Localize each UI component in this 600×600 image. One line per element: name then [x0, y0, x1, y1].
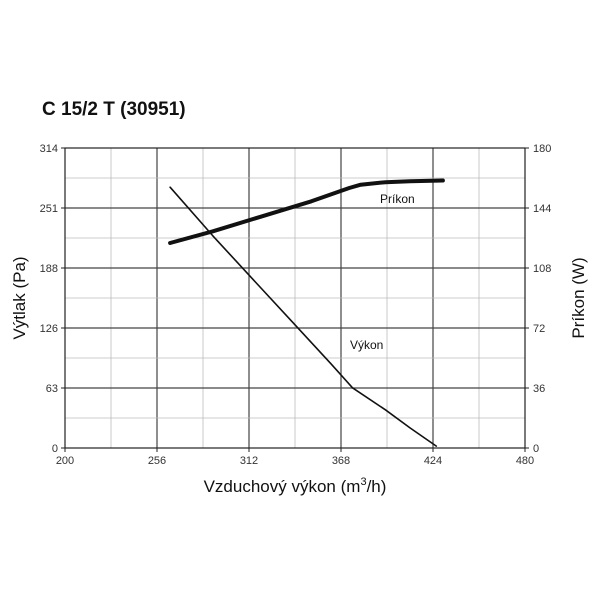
y-axis-title-left: Výtlak (Pa): [10, 256, 29, 339]
y-right-tick-label: 72: [533, 323, 545, 335]
y-right-tick-label: 144: [533, 203, 551, 215]
y-left-tick-label: 126: [40, 323, 58, 335]
y-left-tick-label: 251: [40, 203, 58, 215]
x-tick-label: 200: [56, 455, 74, 467]
chart-title: C 15/2 T (30951): [42, 99, 186, 120]
y-left-tick-label: 314: [40, 143, 58, 155]
y-axis-title-right: Príkon (W): [569, 257, 588, 338]
x-axis-title-sup: 3: [360, 476, 366, 488]
ticks: [61, 147, 529, 452]
y-left-tick-label: 0: [52, 443, 58, 455]
series-label-prikon: Príkon: [380, 192, 415, 206]
x-axis-title-main: Vzduchový výkon (m: [204, 477, 361, 496]
x-axis-title: Vzduchový výkon (m3/h): [204, 476, 387, 496]
series-line-vykon: [169, 186, 438, 447]
x-axis-title-tail: /h): [367, 477, 387, 496]
x-tick-label: 368: [332, 455, 350, 467]
x-tick-label: 312: [240, 455, 258, 467]
series-label-vykon: Výkon: [350, 338, 383, 352]
y-left-tick-label: 63: [46, 383, 58, 395]
y-right-tick-label: 180: [533, 143, 551, 155]
y-right-tick-label: 0: [533, 443, 539, 455]
x-tick-label: 424: [424, 455, 442, 467]
y-right-tick-label: 36: [533, 383, 545, 395]
y-left-tick-label: 188: [40, 263, 58, 275]
y-right-tick-label: 108: [533, 263, 551, 275]
series-group: [168, 178, 445, 447]
grid: [65, 148, 525, 448]
x-tick-label: 480: [516, 455, 534, 467]
series-line-prikon: [168, 178, 445, 245]
plot-frame: [64, 147, 526, 449]
tick-labels: 200 256 312 368 424 4800631261882513140367210…: [40, 143, 552, 467]
x-tick-label: 256: [148, 455, 166, 467]
